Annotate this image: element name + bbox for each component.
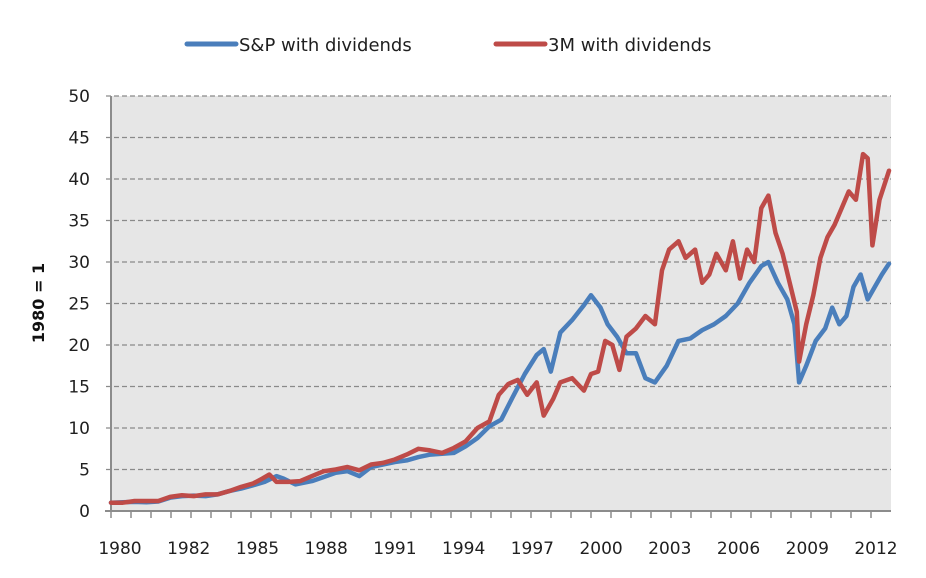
x-tick-label: 2003	[648, 539, 691, 559]
y-tick-label: 50	[68, 87, 90, 107]
x-tick-label: 1982	[167, 539, 210, 559]
y-tick-label: 25	[68, 295, 90, 315]
y-tick-label: 15	[68, 378, 90, 398]
x-tick-label: 1991	[373, 539, 416, 559]
legend-label-3m: 3M with dividends	[548, 35, 711, 56]
x-tick-label: 1997	[511, 539, 554, 559]
x-tick-label: 1994	[442, 539, 485, 559]
y-tick-label: 40	[68, 170, 90, 190]
y-tick-label: 20	[68, 336, 90, 356]
x-tick-labels: 1980 1982 1985 1988 1991 1994 1997 2000 2003 2006…	[98, 539, 897, 559]
legend: S&P with dividends 3M with dividends	[184, 35, 711, 56]
x-tick-label: 1980	[98, 539, 141, 559]
x-tick-label: 2012	[854, 539, 897, 559]
y-tick-label: 5	[79, 461, 90, 481]
series-lines	[108, 151, 892, 505]
legend-label-sp: S&P with dividends	[239, 35, 412, 56]
x-tick-label: 2000	[579, 539, 622, 559]
axes	[105, 96, 891, 518]
x-tick-label: 2006	[717, 539, 760, 559]
y-tick-label: 45	[68, 129, 90, 149]
y-tick-labels: 0 5 10 15 20 25 30 35 40 45 50	[68, 87, 90, 522]
x-tick-label: 1988	[305, 539, 348, 559]
y-tick-label: 10	[68, 419, 90, 439]
series-line-3m	[108, 151, 892, 505]
y-axis-label: 1980 = 1	[29, 263, 48, 343]
gridlines	[106, 95, 891, 471]
y-tick-label: 35	[68, 212, 90, 232]
y-tick-label: 30	[68, 253, 90, 273]
x-tick-label: 2009	[786, 539, 829, 559]
y-tick-label: 0	[79, 502, 90, 522]
x-tick-label: 1985	[236, 539, 279, 559]
